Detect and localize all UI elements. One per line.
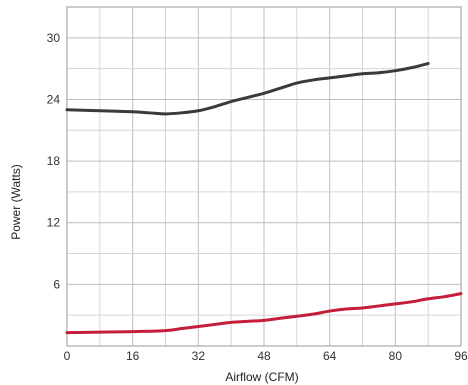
x-tick-label: 64 (323, 349, 337, 363)
y-tick-label: 30 (47, 31, 61, 45)
x-tick-label: 48 (257, 349, 271, 363)
x-tick-label: 0 (64, 349, 71, 363)
y-tick-label: 24 (47, 92, 61, 106)
x-tick-label: 32 (192, 349, 206, 363)
series-line-2 (65, 292, 463, 335)
x-tick-label: 16 (126, 349, 140, 363)
y-tick-label: 18 (47, 154, 61, 168)
series-group (65, 62, 463, 335)
x-tick-label: 96 (454, 349, 468, 363)
y-tick-label: 12 (47, 216, 61, 230)
series-line-1 (65, 62, 430, 116)
grid (66, 6, 462, 347)
y-tick-label: 6 (53, 277, 60, 291)
x-tick-label: 80 (389, 349, 403, 363)
x-axis-label: Airflow (CFM) (225, 370, 298, 384)
tick-labels: 0 16 32 48 64 80 96 6 12 18 24 30 (47, 31, 468, 363)
plot-frame (66, 6, 462, 347)
y-axis-label: Power (Watts) (9, 164, 23, 240)
